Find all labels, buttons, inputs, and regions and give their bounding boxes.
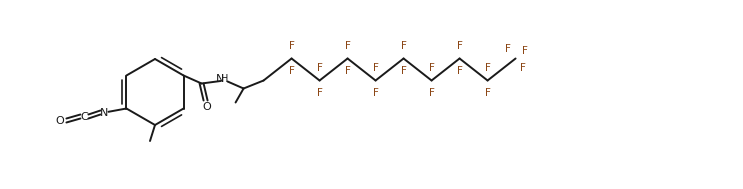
Text: F: F	[345, 67, 351, 77]
Text: O: O	[55, 115, 64, 125]
Text: F: F	[373, 63, 378, 73]
Text: F: F	[484, 88, 490, 98]
Text: F: F	[400, 67, 406, 77]
Text: F: F	[505, 44, 511, 54]
Text: N: N	[215, 74, 224, 84]
Text: F: F	[317, 88, 322, 98]
Text: F: F	[484, 63, 490, 73]
Text: F: F	[288, 40, 294, 50]
Text: F: F	[457, 67, 462, 77]
Text: F: F	[520, 63, 526, 73]
Text: F: F	[288, 67, 294, 77]
Text: F: F	[400, 40, 406, 50]
Text: O: O	[202, 102, 211, 112]
Text: N: N	[100, 108, 108, 119]
Text: F: F	[457, 40, 462, 50]
Text: C: C	[80, 112, 88, 122]
Text: F: F	[429, 63, 435, 73]
Text: F: F	[317, 63, 322, 73]
Text: F: F	[522, 46, 528, 56]
Text: H: H	[221, 74, 228, 84]
Text: F: F	[345, 40, 351, 50]
Text: F: F	[429, 88, 435, 98]
Text: F: F	[373, 88, 378, 98]
